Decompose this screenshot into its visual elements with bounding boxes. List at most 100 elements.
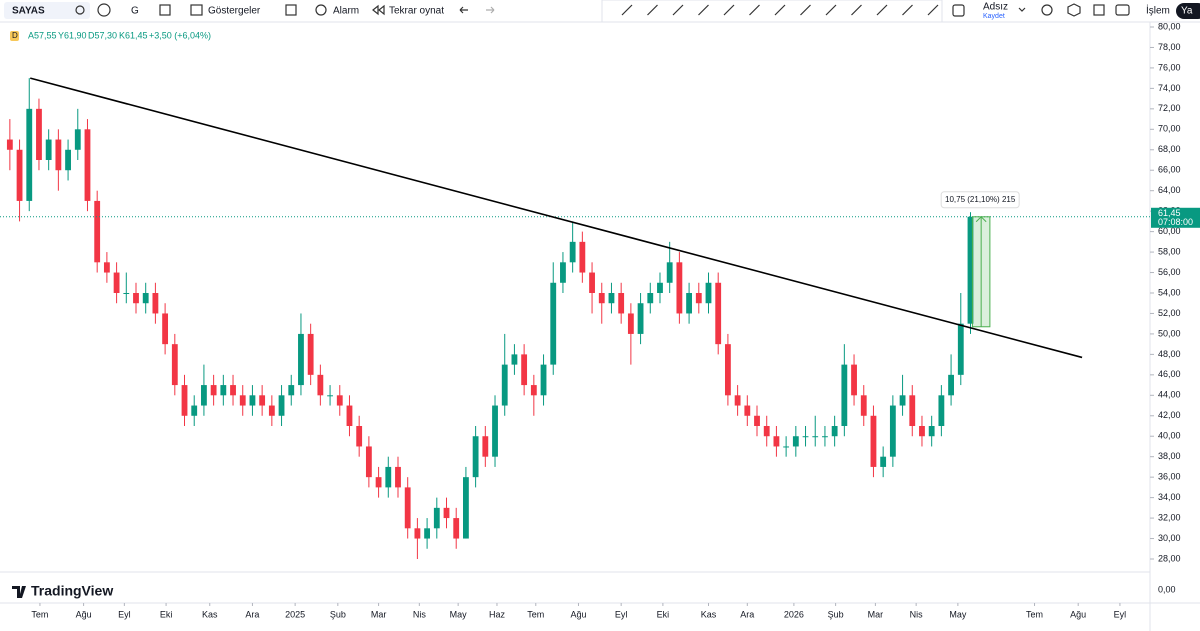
candle-body <box>569 241 576 263</box>
candle-body <box>492 405 498 457</box>
replay-icon[interactable] <box>372 4 385 16</box>
candle-body <box>268 405 275 416</box>
drawing-tool-icon[interactable] <box>621 4 633 16</box>
candle-body <box>298 333 304 386</box>
chart-type-icon[interactable] <box>159 4 171 16</box>
drawing-tool-icon[interactable] <box>672 4 684 16</box>
replay-button[interactable]: Tekrar oynat <box>389 6 444 17</box>
drawing-tool-icon[interactable] <box>749 4 760 16</box>
y-tick-label: 52,00 <box>1158 308 1181 318</box>
candle-body <box>472 436 479 478</box>
candle-body <box>792 436 799 447</box>
screenshot-icon[interactable] <box>1115 4 1130 16</box>
drawing-tool-icon[interactable] <box>647 4 658 16</box>
x-tick-label: Kas <box>701 609 717 619</box>
y-tick-label: 36,00 <box>1158 472 1181 482</box>
drawing-tool-icon[interactable] <box>876 4 888 16</box>
candle-body <box>278 395 285 416</box>
drawing-tool-icon[interactable] <box>800 4 811 16</box>
candle-body <box>754 415 760 426</box>
volume-axis-label: 0,00 <box>1158 584 1176 594</box>
drawing-tool-icon[interactable] <box>825 4 837 16</box>
candle-body <box>783 446 790 448</box>
y-tick-label: 76,00 <box>1158 62 1181 72</box>
candle-body <box>327 395 333 397</box>
y-tick-label: 56,00 <box>1158 267 1181 277</box>
x-tick-label: Ağu <box>570 609 586 619</box>
candle-body <box>822 436 828 438</box>
logo-text: TradingView <box>31 583 113 599</box>
candle-body <box>851 364 857 396</box>
candle-body <box>123 293 130 294</box>
interval-button[interactable]: G <box>131 6 139 17</box>
watchlist-icon[interactable] <box>75 5 85 15</box>
drawing-tool-icon[interactable] <box>927 4 939 16</box>
candle-body <box>84 129 91 201</box>
price-range-label-box <box>940 191 1020 209</box>
candle-body <box>715 282 722 345</box>
candle-body <box>812 436 819 438</box>
candle-body <box>919 426 925 437</box>
candle-body <box>831 426 838 437</box>
search-icon[interactable] <box>1041 4 1053 16</box>
x-tick-label: Ağu <box>1070 609 1086 619</box>
publish-label[interactable]: Ya <box>1181 6 1193 17</box>
y-tick-label: 38,00 <box>1158 451 1181 461</box>
y-tick-label: 54,00 <box>1158 287 1181 297</box>
drawing-tools <box>621 4 939 16</box>
candle-body <box>433 507 440 529</box>
drawing-tool-icon[interactable] <box>698 4 709 16</box>
drawing-tool-icon[interactable] <box>851 4 862 16</box>
templates-icon[interactable] <box>285 4 297 16</box>
candle-body <box>957 323 964 375</box>
x-tick-label: Eki <box>657 609 670 619</box>
alarm-button[interactable]: Alarm <box>333 6 359 17</box>
candle-body <box>45 139 52 160</box>
candle-body <box>385 466 392 488</box>
candle-body <box>171 344 178 386</box>
x-tick-label: Mar <box>868 609 884 619</box>
symbol-search[interactable] <box>4 2 90 19</box>
layout-icon[interactable] <box>952 4 965 17</box>
undo-icon[interactable] <box>459 6 468 14</box>
candle-body <box>589 272 595 293</box>
drawing-tool-icon[interactable] <box>902 4 913 16</box>
compare-icon[interactable] <box>97 3 111 17</box>
candle-body <box>395 466 401 488</box>
candle-body <box>744 405 751 416</box>
y-tick-label: 70,00 <box>1158 124 1181 134</box>
alarm-icon[interactable] <box>315 4 327 16</box>
drawing-tool-icon[interactable] <box>774 4 786 16</box>
indicators-icon[interactable] <box>190 4 203 16</box>
candle-body <box>259 395 266 406</box>
indicators-button[interactable]: Göstergeler <box>208 6 261 17</box>
candle-body <box>65 149 71 171</box>
candle-body <box>530 385 537 396</box>
candle-body <box>181 385 188 416</box>
candle-body <box>26 108 33 201</box>
layout-menu-icon[interactable] <box>1018 7 1026 12</box>
y-tick-label: 80,00 <box>1158 21 1181 31</box>
y-tick-label: 58,00 <box>1158 246 1181 256</box>
candle-body <box>356 426 363 447</box>
x-tick-label: 2026 <box>784 609 804 619</box>
drawing-tool-icon[interactable] <box>723 4 735 16</box>
x-tick-label: Ara <box>245 609 259 619</box>
layout-name[interactable]: Adsız <box>983 2 1008 13</box>
y-tick-label: 72,00 <box>1158 103 1181 113</box>
x-tick-label: Tem <box>1026 609 1043 619</box>
candle-body <box>676 262 683 314</box>
legend-low: D57,30 <box>88 30 117 40</box>
publish-button[interactable] <box>1176 3 1200 19</box>
settings-icon[interactable] <box>1067 3 1081 17</box>
candle-body <box>724 344 731 396</box>
legend-open: A57,55 <box>28 30 57 40</box>
fullscreen-icon[interactable] <box>1093 4 1105 16</box>
x-tick-label: Tem <box>527 609 544 619</box>
last-price-time: 07:08:00 <box>1158 217 1193 227</box>
candle-body <box>414 528 421 539</box>
trade-button[interactable]: İşlem <box>1146 4 1170 17</box>
redo-icon[interactable] <box>486 6 495 14</box>
symbol[interactable]: SAYAS <box>12 6 45 17</box>
save-status[interactable]: Kaydet <box>983 13 1005 20</box>
